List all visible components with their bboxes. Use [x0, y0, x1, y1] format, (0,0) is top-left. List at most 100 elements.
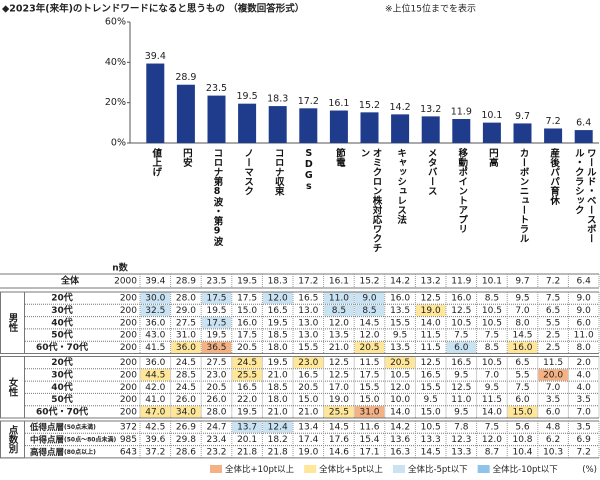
- x-tick-label: 節電: [333, 148, 345, 167]
- category-cell: 産後パパ育休: [538, 148, 568, 260]
- cell-value: 24.5: [176, 383, 196, 393]
- value-label: 6.4: [576, 118, 591, 129]
- row-label-main: 低得点層: [29, 422, 64, 433]
- cell-value: 14.0: [390, 407, 410, 417]
- cell-value: 20.5: [390, 358, 410, 368]
- cell-value: 15.5: [390, 318, 410, 328]
- cell-value: 6.0: [577, 318, 592, 328]
- category-cell: 移動ポイントアプリ: [446, 148, 476, 260]
- category-cell: ノーマスク: [232, 148, 262, 260]
- cell-value: 43.0: [145, 331, 165, 341]
- bar: [574, 130, 593, 143]
- bar: [391, 114, 410, 143]
- highlight: [140, 406, 171, 418]
- cell-value: 3.5: [577, 423, 591, 433]
- cell-value: 28.9: [176, 277, 196, 287]
- bar: [482, 122, 501, 143]
- bar: [329, 110, 348, 143]
- cell-value: 10.5: [482, 306, 502, 316]
- legend-swatch: [210, 465, 222, 473]
- legend-label: 全体比+10pt以上: [225, 464, 295, 475]
- row-label: 60代・70代: [36, 341, 88, 353]
- cell-value: 19.5: [268, 358, 288, 368]
- cell-value: 15.0: [359, 395, 379, 405]
- cell-value: 20.5: [206, 383, 226, 393]
- cell-value: 19.5: [237, 277, 257, 287]
- cell-value: 15.5: [359, 383, 379, 393]
- cell-value: 11.5: [421, 331, 441, 341]
- cell-value: 13.0: [298, 331, 318, 341]
- cell-value: 14.5: [421, 447, 441, 457]
- cell-value: 13.5: [390, 343, 410, 353]
- highlight: [324, 304, 354, 317]
- highlight: [507, 406, 538, 418]
- cell-value: 2.5: [546, 343, 560, 353]
- category-cell: カーボンニュートラル: [508, 148, 538, 260]
- cell-value: 13.4: [298, 423, 318, 433]
- x-tick-label: SDGs: [303, 148, 315, 192]
- row-label: 低得点層(50点未満): [29, 422, 96, 433]
- cell-value: 24.7: [206, 423, 226, 433]
- legend-label: 全体比-10pt以下: [493, 464, 559, 475]
- highlight: [324, 292, 354, 304]
- n-value: 200: [120, 331, 137, 341]
- cell-value: 36.0: [145, 358, 165, 368]
- cell-value: 18.5: [268, 383, 288, 393]
- x-tick-label: オミクロン株対応ワクチン: [358, 148, 382, 253]
- category-cell: 円安: [171, 148, 201, 260]
- row-label: 30代: [51, 304, 73, 316]
- cell-value: 6.0: [546, 407, 561, 417]
- cell-value: 12.0: [482, 435, 502, 445]
- category-cell: ワールド・ベースボール・クラシック: [569, 148, 599, 260]
- cell-value: 21.0: [298, 407, 318, 417]
- cell-value: 17.5: [206, 318, 226, 328]
- x-tick-label: コロナ第8波・第9波: [211, 148, 223, 246]
- row-label: 40代: [51, 316, 73, 328]
- highlight: [140, 304, 171, 317]
- cell-value: 16.5: [421, 370, 441, 380]
- cell-value: 5.5: [546, 318, 560, 328]
- cell-value: 29.8: [176, 435, 196, 445]
- bar: [146, 63, 165, 143]
- cell-value: 27.5: [176, 318, 196, 328]
- cell-value: 6.2: [546, 435, 560, 445]
- n-value: 200: [120, 343, 137, 353]
- cell-value: 23.4: [206, 435, 226, 445]
- unit: (%): [582, 465, 597, 475]
- n-value: 200: [120, 395, 137, 405]
- cell-value: 16.5: [451, 358, 471, 368]
- cell-value: 7.8: [454, 423, 469, 433]
- value-label: 14.2: [390, 102, 411, 113]
- cell-value: 44.5: [145, 370, 165, 380]
- cell-value: 7.0: [577, 407, 592, 417]
- cell-value: 16.5: [298, 370, 318, 380]
- cell-value: 10.5: [482, 358, 502, 368]
- cell-value: 17.5: [237, 331, 257, 341]
- value-label: 19.5: [237, 91, 258, 102]
- cell-value: 11.5: [421, 343, 441, 353]
- bar: [176, 84, 195, 143]
- cell-value: 5.6: [515, 423, 530, 433]
- cell-value: 36.5: [206, 343, 226, 353]
- bar: [421, 116, 440, 143]
- value-label: 23.5: [206, 83, 227, 94]
- cell-value: 23.2: [206, 447, 226, 457]
- cell-value: 15.0: [298, 395, 318, 405]
- cell-value: 10.5: [390, 370, 410, 380]
- cell-value: 14.0: [421, 318, 441, 328]
- cell-value: 13.0: [298, 306, 318, 316]
- category-cell: オミクロン株対応ワクチン: [355, 148, 385, 260]
- cell-value: 16.0: [451, 294, 471, 304]
- cell-value: 25.5: [237, 370, 257, 380]
- cell-value: 16.0: [237, 318, 257, 328]
- cell-value: 34.0: [176, 407, 196, 417]
- row-label-sub: (80点以上): [64, 447, 96, 455]
- cell-value: 7.0: [485, 370, 500, 380]
- group-label: 男性: [7, 313, 19, 333]
- cell-value: 42.0: [145, 383, 165, 393]
- cell-value: 9.0: [577, 294, 592, 304]
- row-label: 20代: [51, 292, 73, 304]
- value-label: 17.2: [298, 96, 319, 107]
- cell-value: 21.0: [268, 407, 288, 417]
- highlight: [262, 421, 293, 433]
